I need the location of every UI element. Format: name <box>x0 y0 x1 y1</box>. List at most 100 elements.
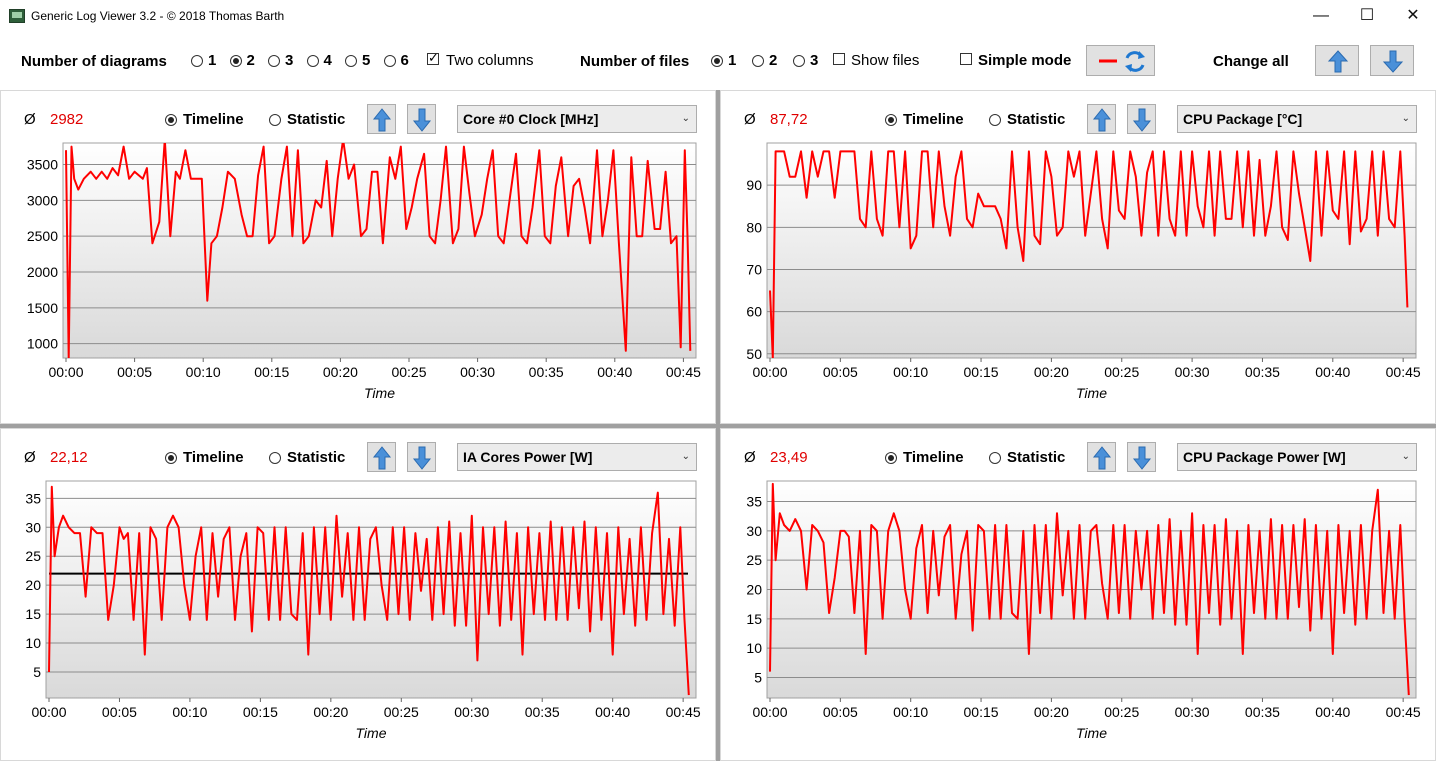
diagrams-radio-label: 1 <box>208 52 217 69</box>
timeline-radio[interactable] <box>885 452 897 464</box>
x-tick-label: 00:20 <box>1034 704 1069 720</box>
plot-area <box>766 142 1417 359</box>
show-files-checkbox[interactable] <box>833 53 845 65</box>
x-tick-label: 00:25 <box>391 364 426 380</box>
chart-svg: 5 10 15 20 25 30 35 00:00 00:05 00:10 00:15 00:20 00… <box>746 480 1421 741</box>
diagrams-radio-4[interactable] <box>306 55 319 67</box>
timeline-radio[interactable] <box>165 114 177 126</box>
show-files-label: Show files <box>851 52 920 69</box>
change-all-up-button[interactable] <box>1315 45 1359 76</box>
statistic-radio[interactable] <box>269 452 281 464</box>
app-icon <box>9 9 25 23</box>
sensor-up-button[interactable] <box>1087 442 1116 472</box>
plot-area <box>62 142 697 359</box>
x-tick-label: 00:20 <box>313 704 348 720</box>
arrow-down-icon <box>412 108 432 132</box>
timeline-radio[interactable] <box>165 452 177 464</box>
average-value: 23,49 <box>770 449 808 466</box>
y-tick-label: 20 <box>25 577 41 593</box>
y-tick-label: 10 <box>746 640 762 656</box>
simple-mode-checkbox[interactable] <box>960 53 972 65</box>
timeline-radio[interactable] <box>885 114 897 126</box>
series-line <box>65 143 692 358</box>
sensor-down-button[interactable] <box>1127 104 1156 134</box>
y-tick-label: 10 <box>25 635 41 651</box>
diagrams-radio-6[interactable] <box>383 55 396 67</box>
window-title: Generic Log Viewer 3.2 - © 2018 Thomas B… <box>31 9 285 23</box>
files-radio-3[interactable] <box>793 55 805 67</box>
sensor-up-button[interactable] <box>367 104 396 134</box>
average-symbol: Ø <box>24 111 36 128</box>
x-tick-label: 00:40 <box>1315 364 1350 380</box>
timeline-label: Timeline <box>903 449 964 466</box>
diagrams-radio-5[interactable] <box>345 55 357 67</box>
files-radio-label: 3 <box>810 52 819 69</box>
arrow-up-icon <box>1092 108 1112 132</box>
chevron-down-icon: ⌄ <box>681 113 690 124</box>
y-tick-label: 3000 <box>27 192 58 208</box>
sensor-select[interactable]: IA Cores Power [W] ⌄ <box>457 443 697 471</box>
close-button[interactable]: ✕ <box>1406 7 1420 24</box>
x-tick-label: 00:05 <box>117 364 152 380</box>
y-tick-label: 5 <box>33 664 41 680</box>
statistic-radio[interactable] <box>989 452 1001 464</box>
line-style-button[interactable] <box>1086 45 1155 76</box>
diagrams-radio-label: 3 <box>285 52 294 69</box>
x-tick-label: 00:00 <box>31 704 66 720</box>
horizontal-splitter[interactable] <box>0 424 1436 428</box>
y-tick-label: 35 <box>746 494 762 510</box>
x-tick-label: 00:40 <box>1315 704 1350 720</box>
diagrams-radio-2[interactable] <box>229 55 242 67</box>
statistic-radio[interactable] <box>989 114 1001 126</box>
line-refresh-icon <box>1099 51 1145 72</box>
statistic-label: Statistic <box>287 111 346 128</box>
series-line <box>769 150 1409 358</box>
diagrams-radio-3[interactable] <box>268 55 280 67</box>
diagrams-radio-1[interactable] <box>191 55 203 67</box>
arrow-up-icon <box>1327 50 1349 73</box>
sensor-select[interactable]: CPU Package [°C] ⌄ <box>1177 105 1417 133</box>
average-symbol: Ø <box>24 449 36 466</box>
arrow-down-icon <box>1382 50 1404 73</box>
y-tick-label: 2000 <box>27 264 58 280</box>
files-radio-label: 1 <box>728 52 737 69</box>
sensor-select-value: CPU Package [°C] <box>1183 111 1303 127</box>
sensor-down-button[interactable] <box>407 104 436 134</box>
x-tick-label: 00:40 <box>597 364 632 380</box>
sensor-select[interactable]: Core #0 Clock [MHz] ⌄ <box>457 105 697 133</box>
timeline-label: Timeline <box>903 111 964 128</box>
arrow-up-icon <box>372 446 392 470</box>
statistic-radio[interactable] <box>269 114 281 126</box>
x-tick-label: 00:30 <box>1175 704 1210 720</box>
chart-svg: 1000 1500 2000 2500 3000 3500 00:00 00:05 00:10 0… <box>27 142 701 401</box>
files-label: Number of files <box>580 53 690 70</box>
arrow-up-icon <box>372 108 392 132</box>
sensor-down-button[interactable] <box>407 442 436 472</box>
files-radio-2[interactable] <box>752 55 764 67</box>
statistic-label: Statistic <box>1007 111 1066 128</box>
chevron-down-icon: ⌄ <box>1401 451 1410 462</box>
two-columns-checkbox[interactable] <box>427 50 439 66</box>
y-tick-label: 25 <box>25 548 41 564</box>
sensor-up-button[interactable] <box>367 442 396 472</box>
average-value: 22,12 <box>50 449 88 466</box>
toolbar: Number of diagrams 1 2 3 4 5 6 Two columns Nu… <box>0 32 1436 90</box>
sensor-select[interactable]: CPU Package Power [W] ⌄ <box>1177 443 1417 471</box>
sensor-down-button[interactable] <box>1127 442 1156 472</box>
chevron-down-icon: ⌄ <box>1401 113 1410 124</box>
minimize-button[interactable]: — <box>1313 7 1329 24</box>
y-tick-label: 35 <box>25 490 41 506</box>
maximize-button[interactable]: ☐ <box>1359 7 1375 24</box>
x-tick-label: 00:45 <box>666 704 701 720</box>
y-tick-label: 30 <box>25 519 41 535</box>
x-tick-label: 00:20 <box>1034 364 1069 380</box>
files-radio-label: 2 <box>769 52 778 69</box>
diagrams-radio-label: 2 <box>246 52 255 69</box>
files-radio-1[interactable] <box>711 55 723 67</box>
x-tick-label: 00:15 <box>964 704 999 720</box>
change-all-down-button[interactable] <box>1370 45 1414 76</box>
sensor-up-button[interactable] <box>1087 104 1116 134</box>
y-tick-label: 1500 <box>27 300 58 316</box>
x-tick-label: 00:05 <box>102 704 137 720</box>
x-tick-label: 00:05 <box>823 704 858 720</box>
